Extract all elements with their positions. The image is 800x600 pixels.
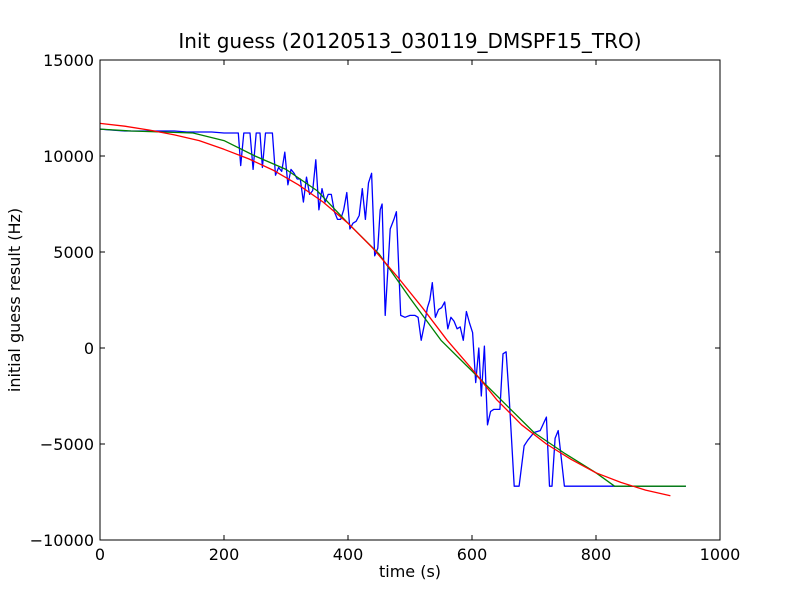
y-tick-label: 5000 [53, 243, 94, 262]
y-axis-label: initial guess result (Hz) [5, 208, 24, 392]
x-tick-label: 200 [209, 545, 240, 564]
series-line-2 [100, 128, 686, 487]
axes-frame [99, 59, 721, 541]
x-tick-label: 400 [333, 545, 364, 564]
x-tick-label: 0 [95, 545, 105, 564]
y-tick-label: −5000 [40, 435, 94, 454]
plot-area: 0 200 400 600 800 1000 −10000 −5000 0 5000 10000 15… [30, 51, 741, 564]
series-line-3 [100, 122, 671, 497]
x-tick-label: 1000 [700, 545, 741, 564]
y-tick-label: 10000 [43, 147, 94, 166]
y-tick-label: 0 [84, 339, 94, 358]
x-axis-label: time (s) [379, 562, 441, 581]
series-line-1 [100, 128, 686, 487]
chart-title: Init guess (20120513_030119_DMSPF15_TRO) [178, 29, 641, 53]
x-tick-label: 600 [457, 545, 488, 564]
y-tick-label: 15000 [43, 51, 94, 70]
y-tick-label: −10000 [30, 531, 94, 550]
x-tick-label: 800 [581, 545, 612, 564]
